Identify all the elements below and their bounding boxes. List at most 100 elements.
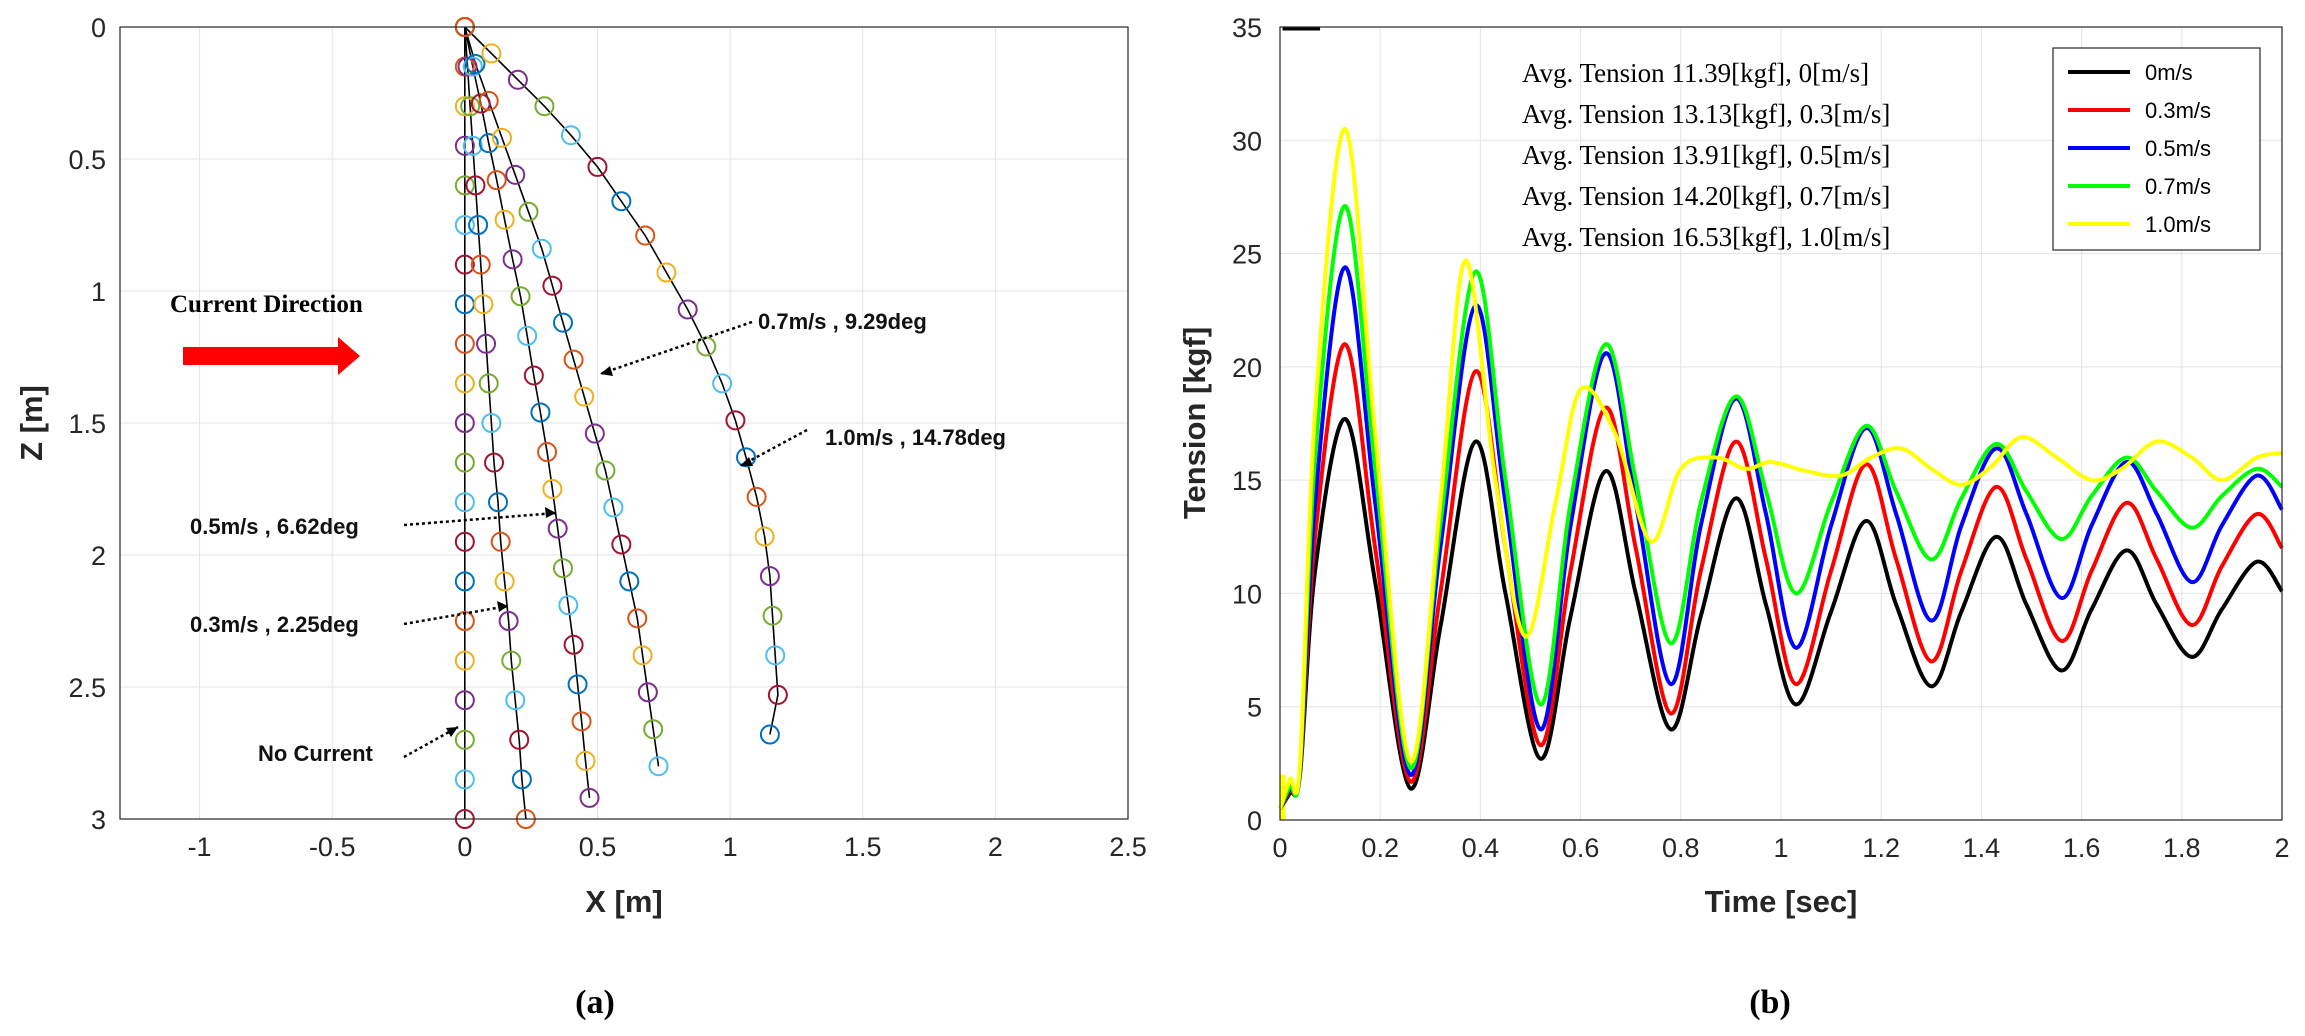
marker [511, 769, 532, 790]
marker [454, 690, 475, 711]
marker [478, 90, 499, 111]
a-y-tick: 1 [91, 277, 106, 307]
marker [619, 571, 640, 592]
marker [454, 452, 475, 473]
marker [746, 486, 767, 507]
marker [579, 787, 600, 808]
marker [759, 724, 780, 745]
marker [473, 294, 494, 315]
arrow-0.5 [403, 511, 557, 527]
marker [552, 558, 573, 579]
marker [736, 447, 757, 468]
annotation-arrows [403, 320, 808, 759]
panel-b-x-tick-labels: 0 0.2 0.4 0.6 0.8 1 1.2 1.4 1.6 1.8 2 [1272, 833, 2289, 863]
marker [501, 650, 522, 671]
line-1.0m/s [1278, 126, 2283, 810]
marker [575, 750, 596, 771]
line-0.5m/s [1278, 265, 2284, 810]
annotation-0.7: 0.7m/s , 9.29deg [758, 309, 927, 334]
marker [478, 373, 499, 394]
b-x-tick: 0 [1272, 833, 1287, 863]
b-y-tick: 15 [1232, 466, 1262, 496]
marker [677, 299, 698, 320]
arrowhead-0.5 [545, 507, 556, 518]
marker [484, 452, 505, 473]
annotation-0.5: 0.5m/s , 6.62deg [190, 514, 359, 539]
marker [627, 608, 648, 629]
panel-b-x-axis-label: Time [sec] [1705, 884, 1858, 919]
marker [518, 201, 539, 222]
marker [656, 262, 677, 283]
marker [454, 175, 475, 196]
marker [460, 96, 481, 117]
marker [537, 442, 558, 463]
annotation-0.3: 0.3m/s , 2.25deg [190, 612, 359, 637]
avg-tension-2: Avg. Tension 13.91[kgf], 0.5[m/s] [1522, 140, 1890, 170]
legend-label: 0.3m/s [2145, 98, 2211, 123]
annotation-1.0: 1.0m/s , 14.78deg [825, 425, 1006, 450]
avg-tension-3: Avg. Tension 14.20[kgf], 0.7[m/s] [1522, 181, 1890, 211]
marker [486, 170, 507, 191]
marker [491, 127, 512, 148]
b-y-tick: 25 [1232, 240, 1262, 270]
marker [603, 497, 624, 518]
marker [523, 365, 544, 386]
marker [563, 349, 584, 370]
current-direction-label: Current Direction [170, 291, 363, 318]
marker [547, 518, 568, 539]
marker [611, 191, 632, 212]
panel-a-axes-box [119, 26, 1129, 820]
marker [505, 164, 526, 185]
panel-b-axes-box [1279, 26, 2283, 821]
marker [454, 373, 475, 394]
arrowhead-1.0 [740, 457, 753, 466]
arrowhead-0.7 [600, 366, 613, 376]
annotation-arrowheads [446, 366, 753, 737]
arrowhead-none [446, 727, 458, 737]
b-x-tick: 0.2 [1361, 833, 1399, 863]
marker [552, 312, 573, 333]
b-x-tick: 1 [1773, 833, 1788, 863]
avg-tension-1: Avg. Tension 13.13[kgf], 0.3[m/s] [1522, 99, 1890, 129]
b-y-tick: 35 [1232, 13, 1262, 43]
curve-0.3m/s [464, 26, 527, 820]
panel-a-caption: (a) [575, 984, 615, 1021]
marker [454, 531, 475, 552]
legend-label: 0.5m/s [2145, 136, 2211, 161]
marker [454, 650, 475, 671]
b-y-tick: 10 [1232, 579, 1262, 609]
a-x-tick: 0.5 [579, 832, 617, 862]
panel-b-y-tick-labels: 0 5 10 15 20 25 30 35 [1232, 13, 1262, 836]
marker [759, 566, 780, 587]
marker [712, 373, 733, 394]
curve-0.5m/s [464, 26, 591, 798]
marker [454, 769, 475, 790]
marker [494, 209, 515, 230]
legend-label: 0.7m/s [2145, 174, 2211, 199]
marker [648, 756, 669, 777]
panel-b-y-axis-label: Tension [kgf] [1177, 327, 1212, 519]
a-x-tick: 2 [988, 832, 1003, 862]
marker [558, 595, 579, 616]
marker [531, 238, 552, 259]
marker [534, 96, 555, 117]
marker [542, 479, 563, 499]
marker [560, 125, 581, 146]
marker [611, 534, 632, 555]
a-x-tick: 1 [723, 832, 738, 862]
current-direction-arrow [183, 337, 360, 375]
panel-a-x-axis-label: X [m] [585, 884, 663, 919]
avg-tension-4: Avg. Tension 16.53[kgf], 1.0[m/s] [1522, 222, 1890, 252]
b-x-tick: 1.6 [2063, 833, 2101, 863]
marker [584, 423, 605, 444]
a-x-tick: 2.5 [1109, 832, 1147, 862]
marker [478, 133, 499, 154]
panel-a-curves [464, 26, 779, 820]
legend-label: 1.0m/s [2145, 212, 2211, 237]
marker [454, 492, 475, 513]
a-x-tick: 1.5 [844, 832, 882, 862]
marker [476, 333, 497, 354]
panel-b: 0 0.2 0.4 0.6 0.8 1 1.2 1.4 1.6 1.8 2 0 5 10 15 20 25 30… [1177, 13, 2290, 1021]
marker [462, 56, 483, 77]
marker [454, 96, 475, 117]
